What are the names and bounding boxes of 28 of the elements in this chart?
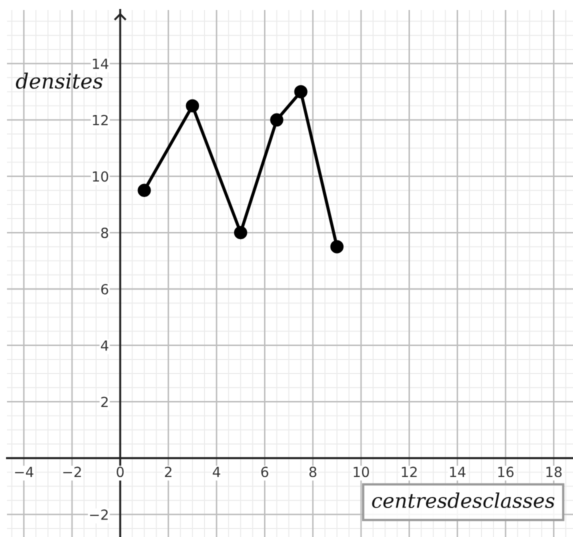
x-tick-label: 12 xyxy=(402,466,417,477)
y-tick-label: 4 xyxy=(100,340,108,351)
x-tick-label: 6 xyxy=(261,466,268,478)
x-tick-label: 2 xyxy=(164,466,172,477)
x-tick-label: −4 xyxy=(15,466,34,477)
point xyxy=(234,226,248,240)
y-tick-label: 8 xyxy=(101,228,108,238)
x-tick-label: −2 xyxy=(63,466,81,477)
x-tick-label: 10 xyxy=(354,466,369,478)
y-tick-label: 6 xyxy=(101,284,108,294)
x-tick-label: 4 xyxy=(212,466,220,477)
x-axis-title: centresdesclasses xyxy=(372,492,554,508)
x-tick-label: 14 xyxy=(450,466,466,477)
x-tick-label: 8 xyxy=(309,466,316,478)
y-tick-label: 14 xyxy=(92,58,108,69)
x-tick-label: 18 xyxy=(546,466,562,478)
y-tick-label: 12 xyxy=(92,114,108,126)
x-tick-label: 16 xyxy=(498,466,514,478)
point xyxy=(330,240,344,254)
point xyxy=(270,113,284,127)
y-axis-title: densites xyxy=(16,72,103,89)
y-tick-label: 2 xyxy=(101,396,108,408)
point xyxy=(186,99,200,112)
point xyxy=(138,184,151,197)
y-tick-label: 10 xyxy=(92,171,108,182)
point xyxy=(294,85,308,98)
x-tick-label: 0 xyxy=(116,466,124,478)
y-tick-label: −2 xyxy=(90,509,108,520)
